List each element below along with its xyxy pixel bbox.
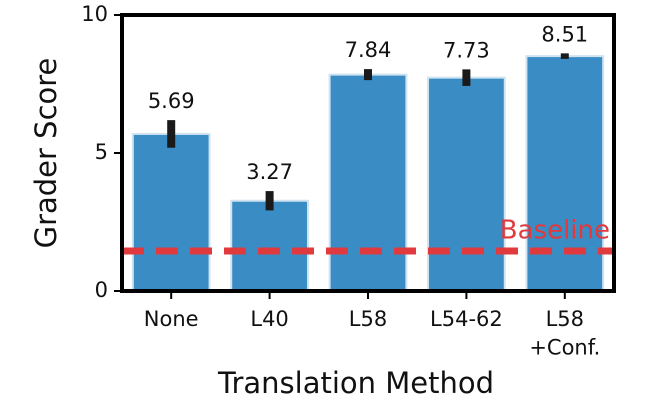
bar [328, 73, 408, 292]
value-label: 7.84 [345, 38, 392, 62]
bar [131, 132, 211, 292]
bar [525, 55, 605, 293]
value-label: 5.69 [148, 89, 195, 113]
axes-frame [120, 13, 616, 293]
bar [427, 76, 506, 293]
baseline-label: Baseline [500, 215, 610, 245]
x-tick-label: None [144, 307, 199, 331]
y-tick-label: 5 [95, 140, 108, 164]
y-axis-label: Grader Score [29, 58, 63, 249]
bar [230, 199, 309, 292]
y-tick-label: 0 [95, 278, 108, 302]
y-tick-label: 10 [81, 2, 108, 26]
x-tick-label: L54-62 [430, 307, 503, 331]
value-label: 8.51 [541, 22, 588, 46]
x-tick-label: L58 +Conf. [529, 307, 600, 359]
x-tick-label: L40 [250, 307, 288, 331]
x-axis-label: Translation Method [217, 366, 494, 400]
value-label: 3.27 [246, 160, 293, 184]
x-tick-label: L58 [349, 307, 387, 331]
value-label: 7.73 [443, 38, 490, 62]
